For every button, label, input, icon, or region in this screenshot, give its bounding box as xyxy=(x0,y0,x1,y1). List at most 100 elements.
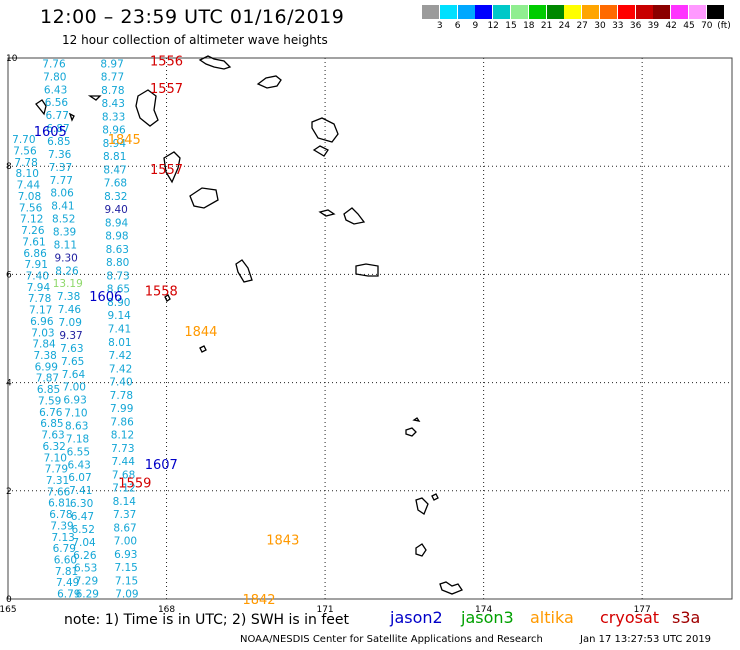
wave-height-value: 7.46 xyxy=(58,304,82,316)
wave-height-value: 7.00 xyxy=(63,382,86,394)
color-scale-swatch xyxy=(653,5,672,19)
color-scale-swatch xyxy=(493,5,512,19)
color-scale-swatch xyxy=(617,5,636,19)
wave-height-value: 8.39 xyxy=(53,227,76,239)
color-scale-label: 3 xyxy=(436,21,443,31)
pass-time-label: 1605 xyxy=(34,125,67,140)
wave-height-value: 7.44 xyxy=(17,180,41,192)
wave-height-value: 7.80 xyxy=(43,71,66,83)
pass-time-label: 1606 xyxy=(89,290,122,305)
wave-height-value: 7.44 xyxy=(112,456,136,468)
color-scale-unit: (ft) xyxy=(717,21,731,31)
wave-height-value: 7.15 xyxy=(115,575,138,587)
footer-timestamp: Jan 17 13:27:53 UTC 2019 xyxy=(580,634,712,645)
wave-height-value: 8.94 xyxy=(103,138,127,150)
wave-height-value: 6.93 xyxy=(63,395,86,407)
color-scale-label: 9 xyxy=(472,21,479,31)
island-shape xyxy=(198,55,232,70)
island-shape xyxy=(415,543,427,557)
wave-height-value: 6.85 xyxy=(40,418,63,430)
color-scale-label: 45 xyxy=(683,21,695,31)
wave-height-value: 8.11 xyxy=(54,239,77,251)
wave-height-value: 8.94 xyxy=(105,217,129,229)
mission-legend-item: cryosat xyxy=(600,608,660,627)
x-tick-label: 174 xyxy=(475,605,492,615)
color-scale-swatch xyxy=(706,5,725,19)
color-scale-swatch xyxy=(600,5,618,19)
color-scale-label: 39 xyxy=(647,21,660,31)
wave-height-value: 9.30 xyxy=(54,252,77,264)
color-scale-label: 36 xyxy=(629,21,642,31)
wave-height-value: 7.65 xyxy=(61,356,84,368)
wave-height-value: 7.12 xyxy=(20,214,43,226)
wave-height-value: 7.08 xyxy=(18,191,41,203)
wave-height-value: 6.79 xyxy=(53,543,76,555)
wave-height-value: 7.49 xyxy=(56,577,79,589)
wave-height-value: 8.98 xyxy=(105,231,128,243)
wave-height-value: 6.78 xyxy=(49,509,72,521)
wave-height-value: 7.63 xyxy=(41,430,64,442)
color-scale-swatch xyxy=(671,5,690,19)
pass-time-label: 1607 xyxy=(145,458,178,473)
island-outlines xyxy=(35,55,463,595)
wave-height-value: 7.64 xyxy=(62,369,86,381)
wave-height-value: 7.04 xyxy=(72,537,96,549)
page-title: 12:00 – 23:59 UTC 01/16/2019 xyxy=(40,6,345,28)
pass-time-label: 1845 xyxy=(108,133,141,148)
wave-height-value: 7.17 xyxy=(29,305,52,317)
x-tick-label: 165 xyxy=(0,605,17,615)
island-shape xyxy=(164,294,171,302)
wave-height-value: 7.42 xyxy=(109,350,132,362)
wave-height-value: 8.47 xyxy=(103,164,126,176)
wave-height-value: 7.70 xyxy=(12,134,35,146)
wave-height-value: 7.41 xyxy=(108,324,131,336)
pass-time-label: 1557 xyxy=(150,163,183,178)
wave-height-value: 7.36 xyxy=(48,149,72,161)
island-shape xyxy=(343,207,366,225)
wave-height-value: 7.09 xyxy=(115,589,138,601)
color-scale-swatch xyxy=(564,5,583,19)
wave-height-value: 6.81 xyxy=(48,498,71,510)
island-shape xyxy=(163,151,181,184)
island-shape xyxy=(412,417,421,422)
wave-height-value: 6.43 xyxy=(44,84,67,96)
wave-height-tracks: 7.767.806.436.566.776.876.857.367.377.77… xyxy=(12,58,138,600)
wave-height-value: 6.29 xyxy=(76,589,99,601)
mission-legend-item: jason3 xyxy=(461,608,514,627)
grid-lines xyxy=(8,58,732,599)
wave-height-value: 7.37 xyxy=(49,162,72,174)
island-shape xyxy=(68,112,75,122)
wave-height-value: 6.96 xyxy=(30,316,54,328)
color-scale-label: 42 xyxy=(665,21,677,31)
wave-height-value: 8.10 xyxy=(16,168,39,180)
wave-height-value: 7.41 xyxy=(69,485,92,497)
island-shape xyxy=(189,187,219,209)
wave-height-value: 8.96 xyxy=(102,125,126,137)
wave-height-value: 8.33 xyxy=(102,111,125,123)
wave-height-value: 6.07 xyxy=(68,472,91,484)
wave-height-value: 8.12 xyxy=(111,430,134,442)
wave-height-value: 8.90 xyxy=(107,297,130,309)
wave-height-value: 6.30 xyxy=(70,498,93,510)
wave-height-value: 7.66 xyxy=(47,486,71,498)
wave-height-value: 7.37 xyxy=(113,509,136,521)
wave-height-value: 8.67 xyxy=(113,522,136,534)
color-scale-swatch xyxy=(439,5,458,19)
island-shape xyxy=(405,427,417,437)
wave-height-value: 8.78 xyxy=(101,85,124,97)
wave-height-value: 7.68 xyxy=(104,178,127,190)
axis-tick-labels: 165 168 171 174 177 0 2 4 6 8 10 xyxy=(0,54,651,615)
wave-height-value: 7.40 xyxy=(109,377,132,389)
pass-time-label: 1558 xyxy=(145,285,178,300)
color-scale-swatch xyxy=(689,5,707,19)
wave-height-value: 8.26 xyxy=(55,265,79,277)
color-scale-label: 15 xyxy=(505,21,517,31)
pass-time-label: 1559 xyxy=(118,477,151,492)
pass-time-label: 1556 xyxy=(150,55,183,70)
color-scale-swatch xyxy=(511,5,529,19)
wave-height-value: 8.41 xyxy=(51,201,74,213)
footer-credit: NOAA/NESDIS Center for Satellite Applica… xyxy=(240,634,543,645)
color-scale-swatch xyxy=(457,5,476,19)
wave-height-value: 7.38 xyxy=(57,291,80,303)
wave-height-value: 7.10 xyxy=(44,452,67,464)
